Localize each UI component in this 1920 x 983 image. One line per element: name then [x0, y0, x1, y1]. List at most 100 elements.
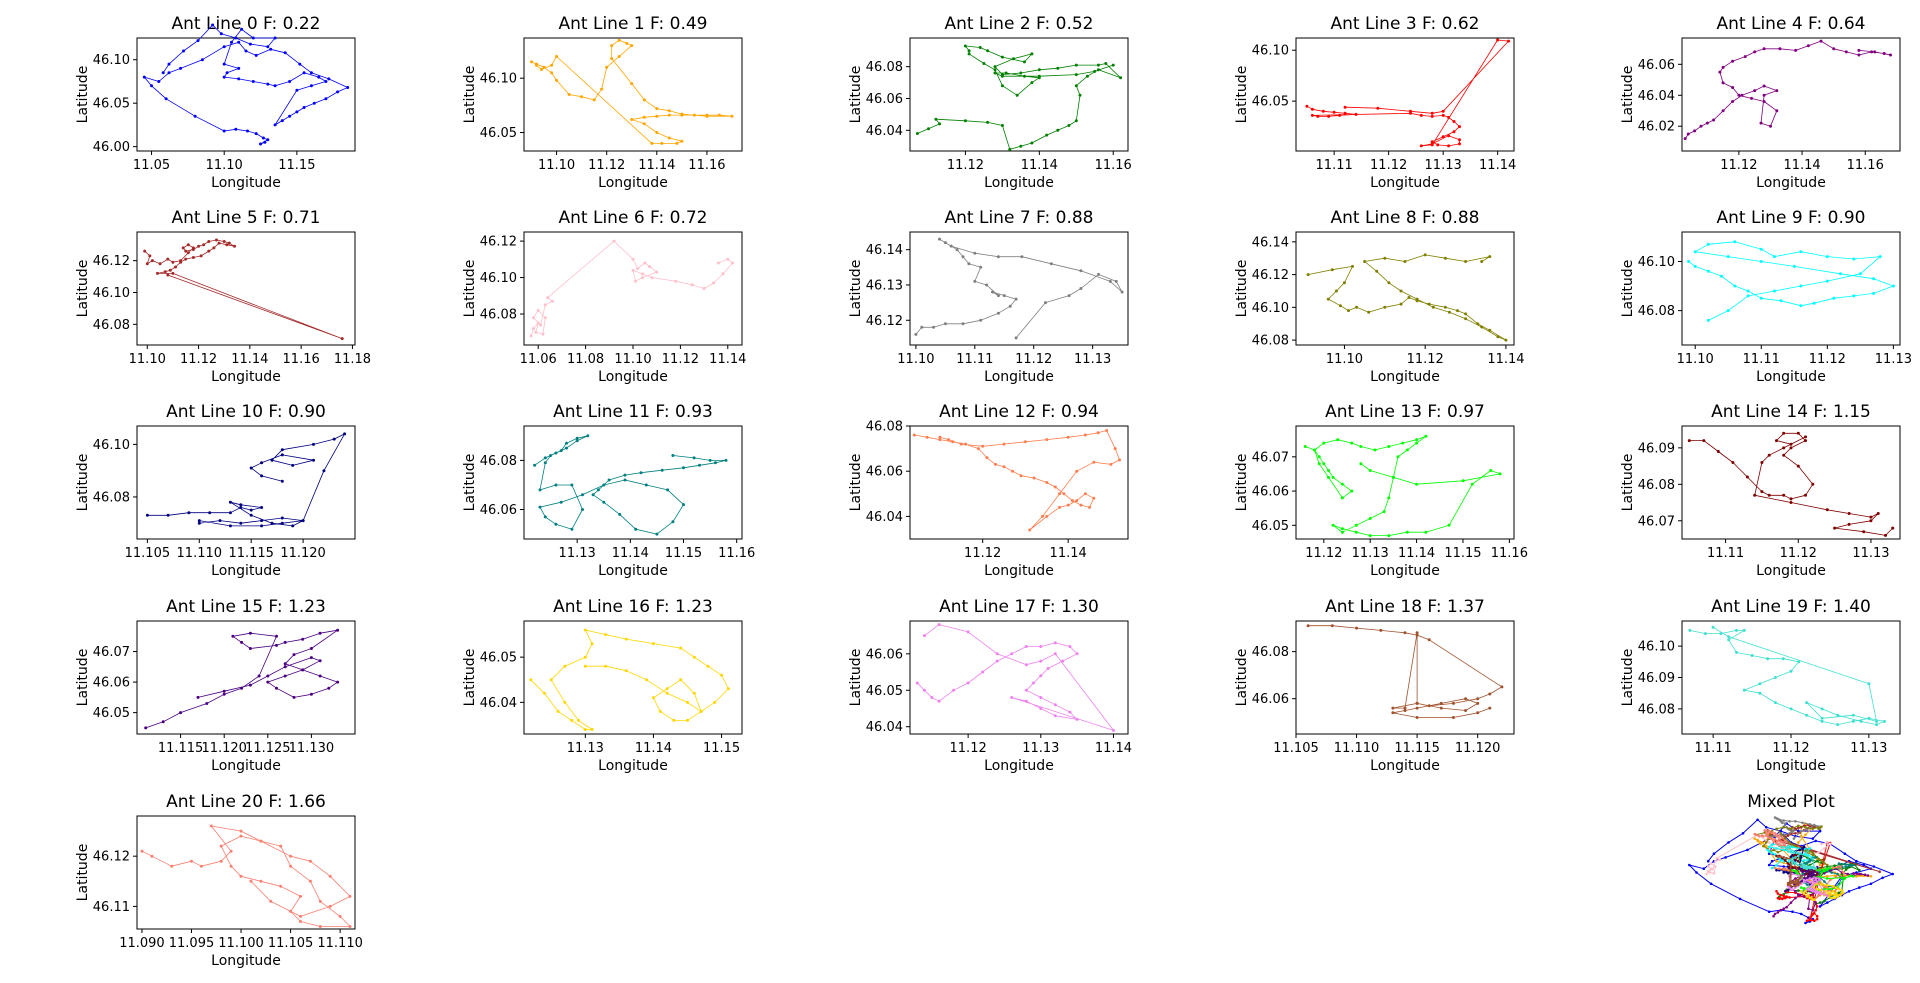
data-point [1810, 896, 1813, 900]
data-point [1396, 455, 1400, 459]
subplot-title: Ant Line 4 F: 0.64 [1717, 14, 1866, 34]
data-point [1019, 144, 1023, 148]
data-point [299, 914, 302, 918]
data-point [291, 524, 295, 528]
data-point [1811, 857, 1815, 861]
data-point [1789, 855, 1793, 858]
data-point [1470, 482, 1474, 486]
data-point [1767, 830, 1771, 834]
data-point [1767, 845, 1771, 849]
subplot-title: Ant Line 12 F: 0.94 [939, 402, 1099, 422]
data-point [249, 513, 253, 517]
data-point [1811, 877, 1815, 880]
data-point [283, 665, 287, 669]
plot-frame [136, 425, 356, 540]
data-point [1693, 264, 1697, 268]
data-point [580, 95, 584, 99]
data-point [1823, 847, 1826, 850]
x-tick-label: 11.14 [1783, 158, 1820, 173]
y-tick-label: 46.04 [866, 720, 903, 735]
data-point [543, 316, 547, 320]
data-point [248, 683, 252, 687]
y-tick-label: 46.04 [866, 510, 903, 525]
data-point [1817, 827, 1820, 831]
data-point [1053, 714, 1057, 718]
data-point [612, 239, 616, 243]
plot-frame [136, 620, 356, 735]
data-point [1012, 57, 1015, 61]
data-point [1762, 100, 1766, 103]
data-point [200, 58, 204, 62]
data-point [1773, 255, 1776, 259]
data-point [1401, 441, 1405, 445]
data-point [1795, 878, 1799, 882]
data-point [249, 879, 253, 883]
data-point [1820, 707, 1824, 711]
data-point [645, 678, 649, 682]
data-point [1762, 93, 1766, 97]
data-point [658, 709, 662, 713]
plot-frame [1295, 425, 1515, 540]
data-point [581, 493, 584, 497]
data-point [1804, 833, 1807, 837]
data-point [1782, 819, 1785, 822]
data-point [1820, 871, 1823, 874]
y-tick-label: 46.07 [1638, 514, 1675, 529]
data-point [1702, 867, 1706, 870]
data-point [260, 474, 264, 478]
data-point [1767, 863, 1771, 867]
y-tick-label: 46.14 [866, 243, 903, 258]
data-point [225, 243, 229, 247]
data-point [1711, 868, 1714, 871]
y-axis-label: Latitude [462, 649, 478, 707]
data-point [555, 55, 559, 58]
data-point [1858, 272, 1862, 276]
data-point [179, 260, 183, 264]
data-point [1823, 887, 1826, 891]
plot-frame [909, 231, 1129, 346]
data-point [1032, 476, 1036, 480]
data-point [140, 849, 144, 853]
data-point [1825, 508, 1829, 512]
data-point [1695, 871, 1698, 874]
data-point [1014, 297, 1018, 301]
data-point [1419, 144, 1423, 148]
data-point [1797, 660, 1801, 664]
data-point [1818, 878, 1822, 882]
data-point [1387, 534, 1391, 538]
data-point [1070, 499, 1074, 503]
data-point [1831, 890, 1835, 893]
data-point [1000, 124, 1004, 127]
subplot-1: Ant Line 1 F: 0.49 11.10 11.12 11.14 11.16 46… [462, 14, 743, 191]
data-point [1327, 469, 1330, 472]
data-point [1756, 839, 1759, 843]
data-point [1464, 317, 1468, 321]
data-point [1496, 335, 1500, 339]
data-point [1814, 891, 1817, 895]
data-point [1818, 901, 1822, 904]
y-tick-label: 46.10 [93, 438, 130, 453]
data-point [1488, 706, 1492, 710]
data-point [1779, 859, 1783, 862]
data-point [1814, 889, 1817, 892]
y-tick-label: 46.06 [1638, 58, 1675, 73]
y-axis-label: Latitude [1620, 66, 1636, 124]
data-point [1785, 856, 1788, 860]
data-point [994, 462, 997, 466]
data-point [1114, 279, 1118, 283]
data-point [298, 62, 302, 66]
x-tick-label: 11.10 [1326, 352, 1363, 367]
x-axis-label: Longitude [598, 175, 668, 191]
x-tick-label: 11.16 [718, 546, 755, 561]
data-point [1823, 869, 1826, 873]
data-point [279, 884, 283, 888]
data-point [1709, 862, 1713, 865]
data-point [1802, 892, 1806, 895]
data-point [254, 53, 258, 57]
x-tick-label: 11.115 [228, 546, 274, 561]
data-point [610, 44, 614, 48]
subplot-title: Ant Line 16 F: 1.23 [553, 597, 713, 617]
data-point [981, 444, 985, 448]
data-point [1706, 859, 1710, 863]
data-point [257, 674, 261, 678]
